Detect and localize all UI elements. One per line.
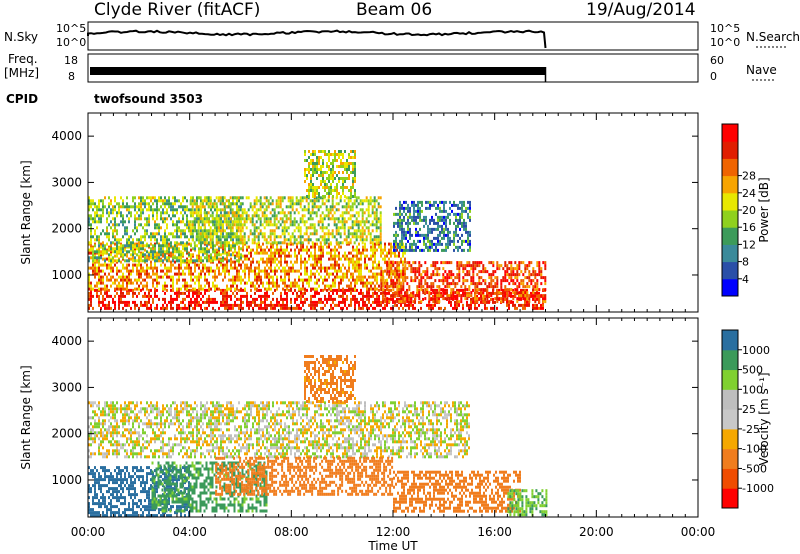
velocity-band-4 bbox=[393, 470, 521, 513]
colorbar-1-tick-2: -100 bbox=[742, 443, 767, 456]
ytick-label-0-1: 2000 bbox=[51, 222, 82, 236]
colorbar-0-label: Power [dB] bbox=[757, 177, 771, 242]
nave-label: Nave bbox=[746, 63, 777, 77]
freq-tick-high: 18 bbox=[64, 54, 78, 67]
nave-tick-high: 60 bbox=[710, 54, 724, 67]
xtick-label-4: 16:00 bbox=[477, 525, 512, 539]
colorbar-1-tick-4: 25 bbox=[742, 403, 756, 416]
colorbar-1-swatch-2 bbox=[722, 448, 738, 469]
colorbar-0-swatch-3 bbox=[722, 227, 738, 245]
colorbar-1-swatch-5 bbox=[722, 389, 738, 410]
xtick-label-2: 08:00 bbox=[274, 525, 309, 539]
colorbar-0-tick-1: 8 bbox=[742, 256, 749, 269]
nsearch-tick-high: 10^5 bbox=[710, 22, 741, 35]
ytick-label-1-2: 3000 bbox=[51, 380, 82, 394]
xtick-label-6: 00:00 bbox=[681, 525, 716, 539]
velocity-band-5 bbox=[507, 489, 548, 517]
colorbar-1-swatch-6 bbox=[722, 369, 738, 390]
power-band-1 bbox=[88, 242, 406, 291]
velocity-echoes bbox=[88, 355, 548, 517]
nsearch-label: N.Search bbox=[746, 30, 800, 44]
nsky-tick-low: 10^0 bbox=[56, 36, 87, 49]
colorbar-1-swatch-4 bbox=[722, 409, 738, 430]
station-title: Clyde River (fitACF) bbox=[94, 0, 261, 20]
power-band-6 bbox=[304, 150, 356, 198]
velocity-band-1 bbox=[151, 461, 268, 513]
xtick-label-0: 00:00 bbox=[71, 525, 106, 539]
cpid-value: twofsound 3503 bbox=[94, 92, 203, 106]
colorbar-0-swatch-5 bbox=[722, 192, 738, 211]
colorbar-0-tick-6: 28 bbox=[742, 170, 756, 183]
xtick-label-1: 04:00 bbox=[172, 525, 207, 539]
ylabel-0: Slant Range [km] bbox=[19, 160, 33, 264]
summary-strips bbox=[87, 21, 699, 83]
colorbar-0-tick-5: 24 bbox=[742, 187, 756, 200]
date-title: 19/Aug/2014 bbox=[586, 0, 696, 20]
colorbar-1-swatch-8 bbox=[722, 330, 738, 351]
ytick-label-0-3: 4000 bbox=[51, 129, 82, 143]
nsky-tick-high: 10^5 bbox=[56, 22, 87, 35]
power-band-3 bbox=[189, 196, 382, 245]
velocity-band-6 bbox=[304, 355, 356, 403]
colorbar-1-tick-7: 1000 bbox=[742, 344, 770, 357]
ytick-label-0-2: 3000 bbox=[51, 175, 82, 189]
colorbar-1-tick-5: 100 bbox=[742, 383, 763, 396]
freq-trace bbox=[90, 67, 546, 75]
colorbar-0-swatch-9 bbox=[722, 124, 738, 142]
nave-tick-low: 0 bbox=[710, 70, 717, 83]
colorbar-0-swatch-0 bbox=[722, 278, 738, 297]
colorbar-1-tick-1: -500 bbox=[742, 462, 767, 475]
ytick-label-1-3: 4000 bbox=[51, 334, 82, 348]
colorbar-0-tick-4: 20 bbox=[742, 204, 756, 217]
nsky-label: N.Sky bbox=[4, 30, 39, 44]
beam-title: Beam 06 bbox=[356, 0, 433, 20]
colorbar-0-swatch-8 bbox=[722, 141, 738, 159]
xtick-label-3: 12:00 bbox=[376, 525, 411, 539]
colorbar-0-tick-2: 12 bbox=[742, 238, 756, 251]
colorbar-0-swatch-2 bbox=[722, 244, 738, 263]
velocity-band-2 bbox=[88, 401, 470, 459]
colorbar-1-label: Velocity [m s⁻¹] bbox=[757, 372, 771, 465]
colorbar-1-tick-6: 500 bbox=[742, 364, 763, 377]
ylabel-1: Slant Range [km] bbox=[19, 365, 33, 469]
cpid-label: CPID bbox=[6, 92, 39, 106]
power-band-5 bbox=[393, 200, 471, 252]
colorbar-0-swatch-4 bbox=[722, 210, 738, 228]
freq-unit-label: [MHz] bbox=[4, 66, 40, 80]
power-echoes bbox=[88, 150, 547, 310]
velocity-band-3 bbox=[215, 456, 394, 496]
ytick-label-1-0: 1000 bbox=[51, 473, 82, 487]
nsearch-tick-low: 10^0 bbox=[710, 36, 741, 49]
colorbar-0-swatch-7 bbox=[722, 158, 738, 177]
colorbar-1-tick-0: -1000 bbox=[742, 482, 774, 495]
ytick-label-1-1: 2000 bbox=[51, 427, 82, 441]
colorbar-0-swatch-6 bbox=[722, 175, 738, 194]
colorbar-0-swatch-1 bbox=[722, 261, 738, 280]
freq-tick-low: 8 bbox=[68, 70, 75, 83]
colorbar-1-swatch-3 bbox=[722, 428, 738, 450]
colorbar-1-swatch-7 bbox=[722, 349, 738, 371]
axes-layer: 1000 2000 3000 4000 Slant Range [km] 1000 2000… bbox=[19, 112, 716, 553]
nsky-strip-frame bbox=[87, 21, 699, 51]
colorbar-1-tick-3: -25 bbox=[742, 423, 760, 436]
freq-label: Freq. bbox=[8, 52, 38, 66]
colorbar-1-swatch-0 bbox=[722, 488, 738, 509]
freq-strip-frame bbox=[87, 53, 699, 83]
colorbar-1-swatch-1 bbox=[722, 468, 738, 489]
colorbar-0-tick-0: 4 bbox=[742, 273, 749, 286]
xlabel: Time UT bbox=[367, 539, 418, 553]
nsky-trace bbox=[87, 29, 547, 49]
colorbar-1-frame bbox=[721, 329, 739, 509]
ytick-label-0-0: 1000 bbox=[51, 268, 82, 282]
colorbar-0-tick-3: 16 bbox=[742, 221, 756, 234]
power-band-4 bbox=[380, 261, 547, 304]
xtick-label-5: 20:00 bbox=[579, 525, 614, 539]
